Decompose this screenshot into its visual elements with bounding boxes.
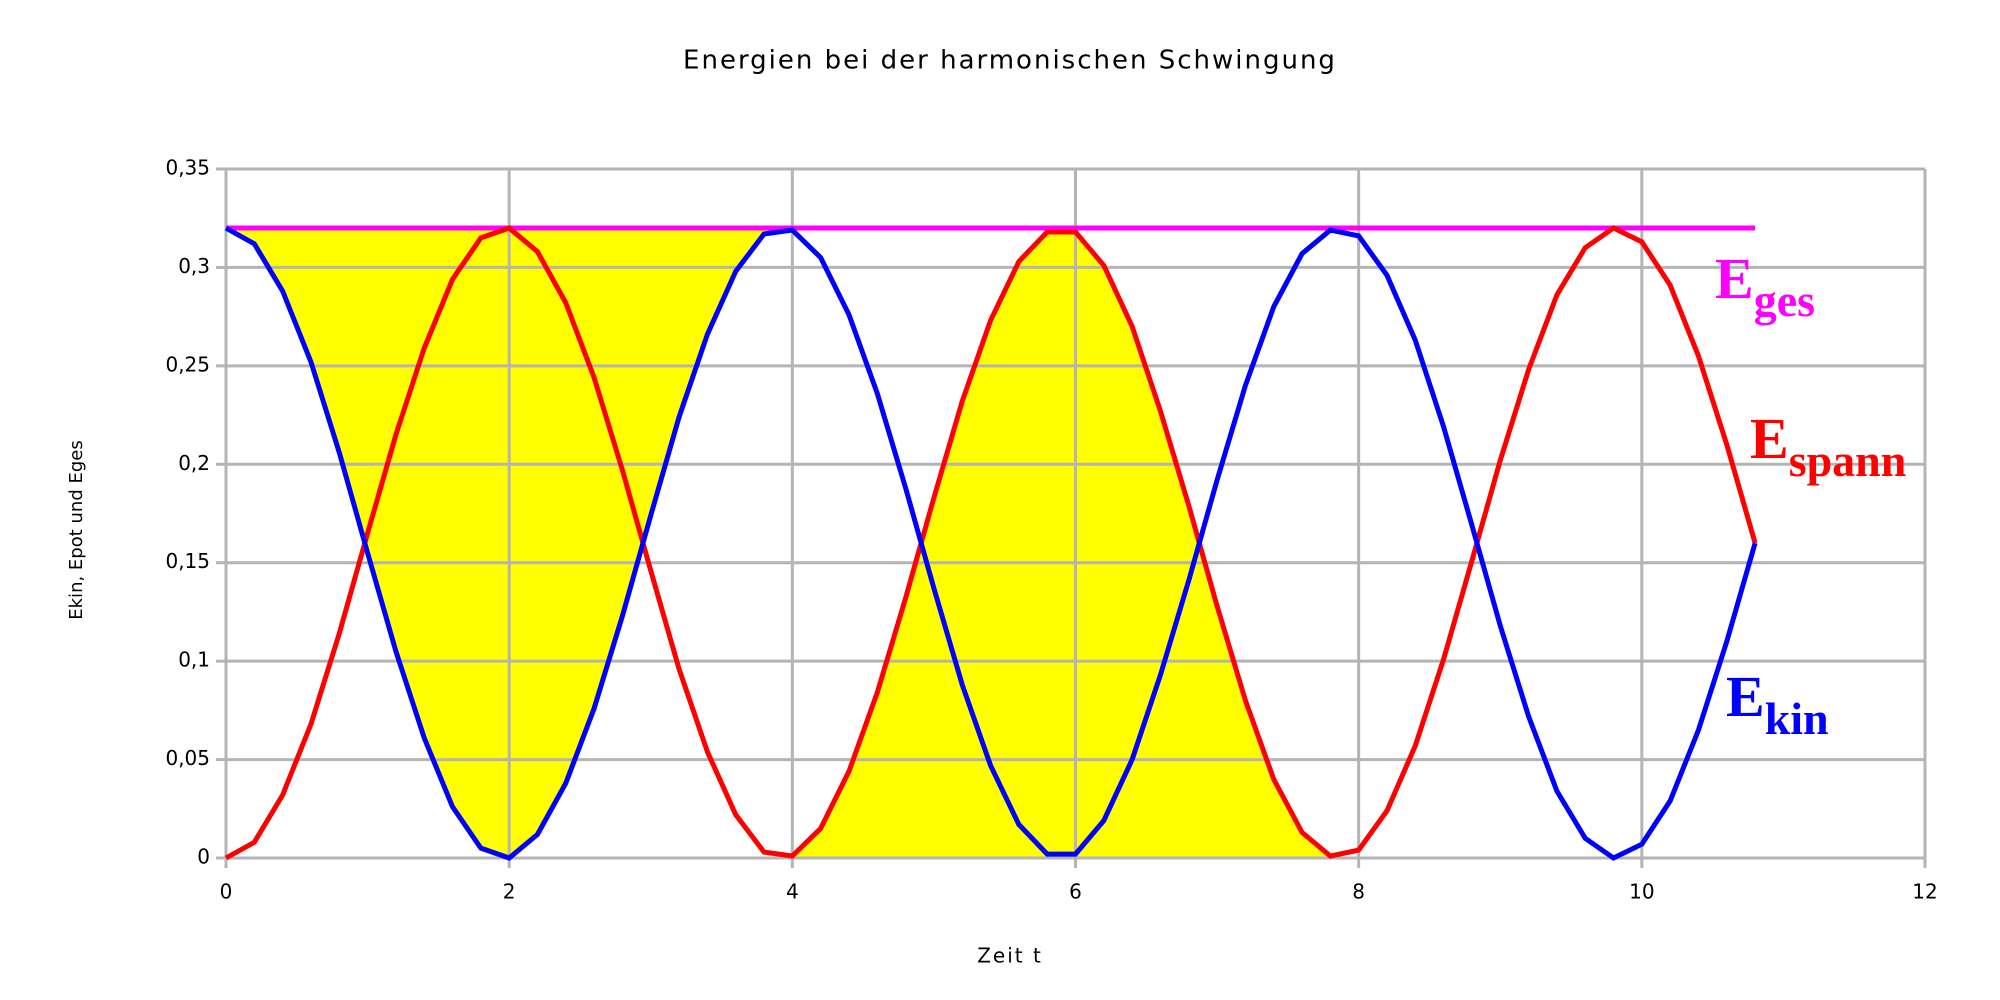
series-line [224, 225, 1758, 861]
y-tick-label: 0,15 [165, 549, 210, 573]
x-axis-label: Zeit t [977, 944, 1043, 968]
series-label: Eges [1715, 246, 1815, 325]
series-line [224, 225, 1758, 861]
x-tick-label: 6 [1069, 880, 1082, 904]
x-tick-label: 10 [1629, 880, 1654, 904]
chart-title: Energien bei der harmonischen Schwingung [683, 46, 1337, 76]
y-tick-label: 0,35 [165, 156, 210, 180]
x-tick-label: 2 [503, 880, 516, 904]
highlight-area [792, 231, 1331, 859]
series-label: Ekin [1726, 664, 1829, 743]
y-tick-label: 0,25 [165, 352, 210, 376]
y-axis-label: Ekin, Epot und Eges [66, 440, 87, 619]
x-tick-label: 12 [1912, 880, 1937, 904]
y-tick-label: 0,2 [178, 451, 210, 475]
y-tick-label: 0,1 [178, 648, 210, 672]
y-tick-label: 0,3 [178, 254, 210, 278]
x-tick-label: 8 [1352, 880, 1365, 904]
y-tick-label: 0,05 [165, 746, 210, 770]
x-tick-label: 4 [786, 880, 799, 904]
y-tick-label: 0 [197, 845, 210, 869]
x-tick-label: 0 [220, 880, 233, 904]
series-label: Espann [1750, 406, 1906, 485]
